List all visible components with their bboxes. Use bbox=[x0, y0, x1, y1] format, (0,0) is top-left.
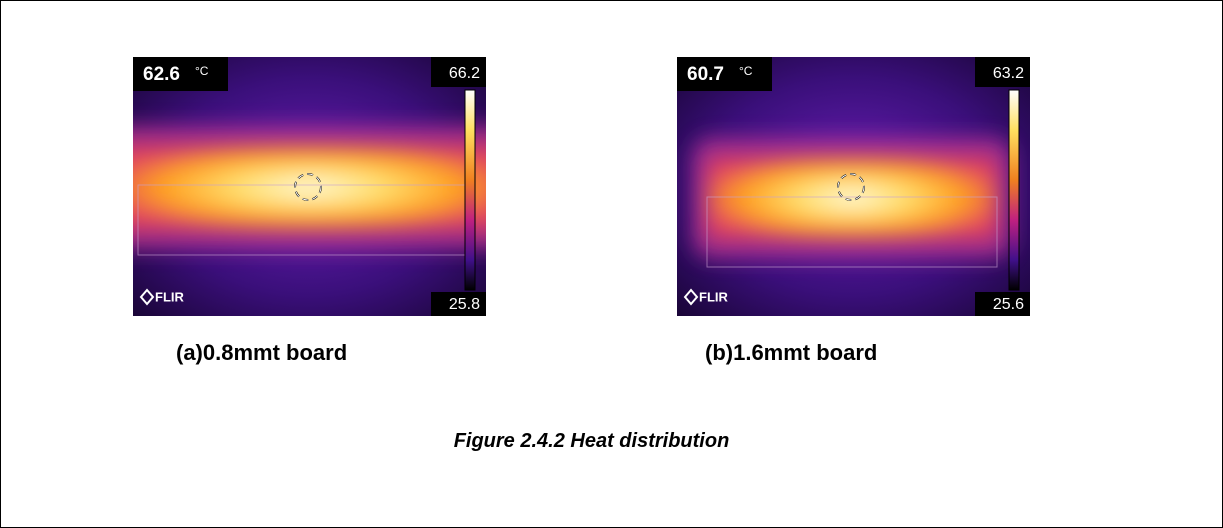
brand: FLIR bbox=[155, 289, 184, 304]
thermal-image: 62.6 °C 66.2 25.8 FLIR bbox=[133, 57, 486, 316]
crosshair-inner bbox=[294, 173, 322, 201]
figure-caption: Figure 2.4.2 Heat distribution bbox=[453, 430, 730, 452]
temp-box bbox=[133, 57, 228, 91]
scale-min: 25.6 bbox=[993, 296, 1024, 313]
unit: °C bbox=[195, 64, 209, 78]
min-box bbox=[431, 292, 486, 316]
temp-box bbox=[677, 57, 772, 91]
brand: FLIR bbox=[699, 289, 728, 304]
scale-min: 25.8 bbox=[449, 296, 480, 313]
scale-max: 66.2 bbox=[449, 65, 480, 82]
scale-max: 63.2 bbox=[993, 65, 1024, 82]
crosshair-inner bbox=[837, 173, 865, 201]
color-bar bbox=[464, 89, 476, 291]
board-outline bbox=[706, 196, 998, 268]
temperature: 60.7 bbox=[687, 64, 724, 85]
flir-logo-mark bbox=[139, 288, 155, 306]
unit: °C bbox=[739, 64, 753, 78]
image-caption: (a)0.8mmt board bbox=[176, 340, 348, 365]
max-box bbox=[431, 57, 486, 87]
flir-logo-mark bbox=[683, 288, 699, 306]
max-box bbox=[975, 57, 1030, 87]
color-bar bbox=[1008, 89, 1020, 291]
thermal-image: 60.7 °C 63.2 25.6 FLIR bbox=[677, 57, 1030, 316]
hot-band bbox=[133, 145, 486, 230]
image-caption: (b)1.6mmt board bbox=[705, 340, 878, 365]
min-box bbox=[975, 292, 1030, 316]
temperature: 62.6 bbox=[143, 64, 180, 85]
hot-band bbox=[707, 157, 997, 239]
